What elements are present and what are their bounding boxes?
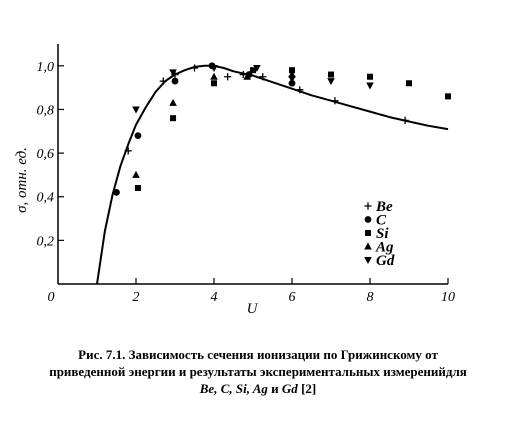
caption-reference: [2] [297,381,317,396]
data-point-si [406,80,412,87]
caption-line-2: приведенной энергии и результаты экспери… [49,364,467,379]
legend-marker-c [364,216,372,223]
y-axis-title: σ, отн. ед. [14,147,30,213]
data-point-si [367,73,373,80]
data-point-c [113,188,120,196]
legend-marker-be [364,202,372,210]
data-point-gd [366,82,374,90]
data-point-be [239,70,247,79]
y-tick-label: 0,4 [37,191,55,206]
theory-curve [96,64,449,285]
data-point-be [224,73,232,81]
chart: 0 2 4 6 8 10 0,2 0,4 0,6 0,8 1,0 σ, отн. ед. U BeC… [14,44,456,317]
x-tick-label: 10 [441,290,455,305]
data-point-si [134,185,141,191]
data-point-be [401,116,409,124]
legend-label-c: C [376,213,387,229]
x-tick-label: 8 [367,290,374,305]
data-point-gd [253,65,261,72]
data-point-ag [132,170,140,178]
caption-and: и [267,381,282,396]
x-tick-label: 4 [211,290,218,305]
data-point-si [289,67,295,74]
data-point-gd [210,65,218,72]
data-point-be [331,97,339,105]
y-tick-label: 0,2 [37,234,55,249]
y-tick-label: 0,6 [37,147,55,162]
caption-line-3: Be, C, Si, Ag и Gd [2] [0,380,516,397]
legend-marker-ag [364,242,372,250]
data-point-ag [210,72,218,80]
axes [57,44,448,285]
legend-label-si: Si [376,226,389,242]
data-point-be [190,64,199,72]
ticks: 0 2 4 6 8 10 0,2 0,4 0,6 0,8 1,0 [37,60,456,305]
y-tick-label: 0,8 [37,103,55,118]
caption-elements: Be, C, Si, Ag [199,381,268,396]
data-point-ag [288,70,296,78]
data-point-si [211,80,217,87]
x-axis-title: U [247,301,259,317]
data-point-gd [132,106,140,114]
data-point-ag [169,98,177,106]
data-point-gd [288,75,296,83]
legend-marker-si [365,230,371,236]
data-point-si [250,67,256,74]
caption-last-element: Gd [281,381,298,396]
x-tick-label: 6 [289,290,296,305]
data-point-c [171,77,179,85]
legend-label-be: Be [375,199,393,215]
data-point-be [159,77,167,85]
caption-line-1: Рис. 7.1. Зависимость сечения ионизации … [78,347,438,362]
data-point-be [124,147,132,155]
data-point-si [328,71,334,78]
data-point-gd [169,69,177,77]
legend-label-gd: Gd [376,253,395,269]
data-point-gd [327,78,335,86]
data-point-si [170,115,177,122]
data-point-c [288,79,296,87]
data-point-ag [243,72,251,80]
data-point-c [134,132,142,140]
legend-marker-gd [364,257,372,264]
data-point-be [296,86,304,94]
x-tick-label: 2 [133,290,140,305]
figure-caption: Рис. 7.1. Зависимость сечения ионизации … [0,346,516,397]
data-points-layer [113,62,451,196]
data-point-si [445,93,451,100]
legend-label-ag: Ag [375,240,394,256]
y-tick-label: 1,0 [37,60,55,75]
x-tick-label: 0 [48,290,55,305]
data-point-be [259,73,267,81]
theory-curve-layer [96,64,449,285]
